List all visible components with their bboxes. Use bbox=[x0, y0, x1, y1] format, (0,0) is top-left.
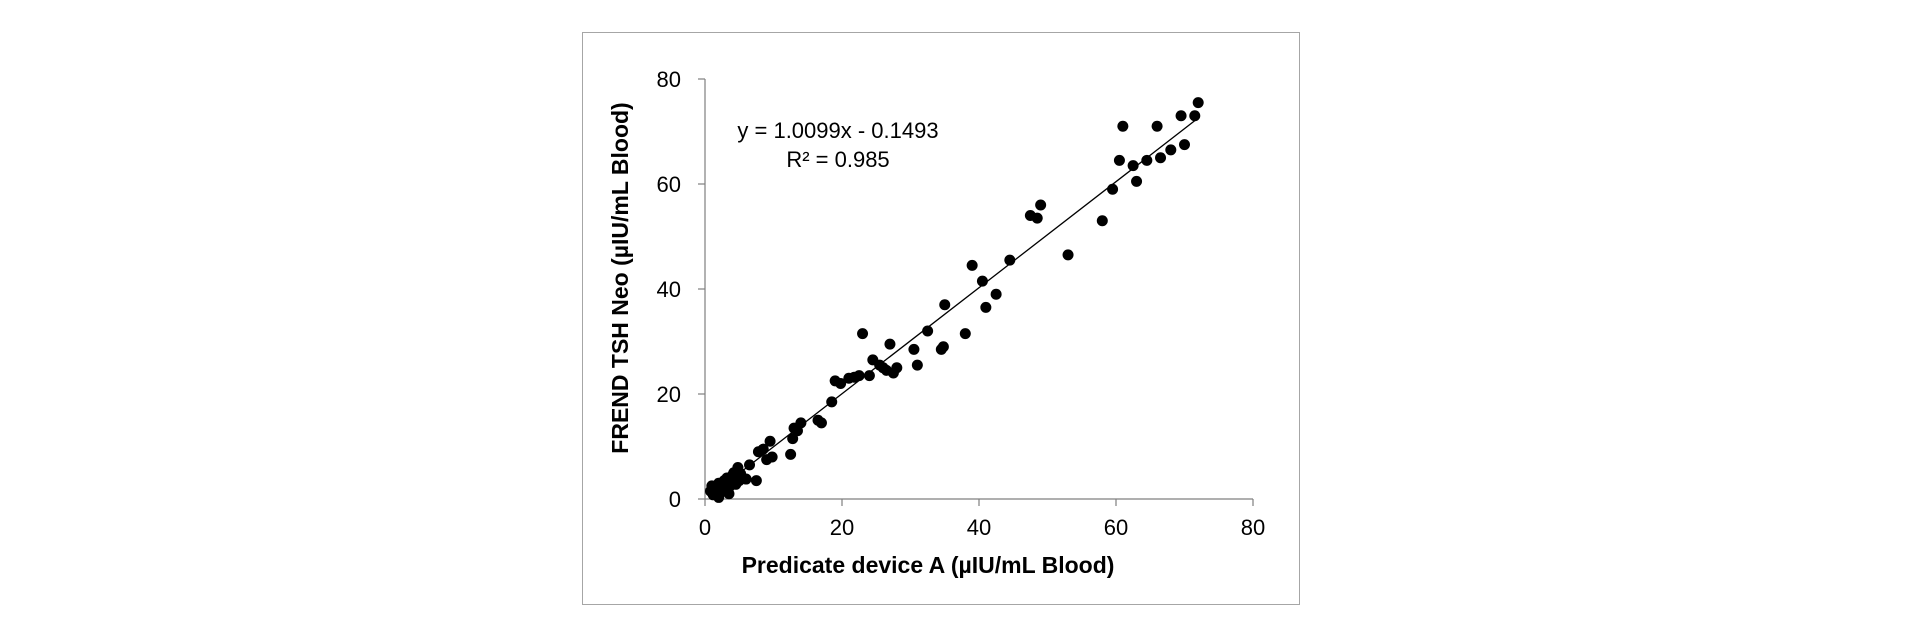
data-point bbox=[740, 473, 752, 485]
data-point bbox=[853, 370, 865, 382]
data-point bbox=[911, 359, 923, 371]
data-point bbox=[815, 417, 827, 429]
data-point bbox=[757, 443, 769, 455]
data-point bbox=[1127, 160, 1139, 172]
data-point bbox=[959, 328, 971, 340]
r-squared-label: R² = 0.985 bbox=[786, 147, 889, 172]
data-point bbox=[787, 433, 799, 445]
data-point bbox=[1141, 154, 1153, 166]
x-tick-label: 40 bbox=[967, 515, 991, 540]
data-point bbox=[826, 396, 838, 408]
trendline bbox=[708, 117, 1199, 498]
data-point bbox=[1131, 175, 1143, 187]
data-point bbox=[976, 275, 988, 287]
data-point bbox=[1031, 212, 1043, 224]
data-point bbox=[1189, 110, 1201, 122]
y-tick-label: 80 bbox=[657, 67, 681, 92]
data-point bbox=[908, 343, 920, 355]
data-point bbox=[795, 417, 807, 429]
data-point bbox=[990, 288, 1002, 300]
y-tick-label: 40 bbox=[657, 277, 681, 302]
chart-frame bbox=[582, 32, 1300, 605]
data-point bbox=[1062, 249, 1074, 261]
y-tick-label: 20 bbox=[657, 382, 681, 407]
x-tick-label: 20 bbox=[830, 515, 854, 540]
x-tick-label: 80 bbox=[1241, 515, 1265, 540]
data-point bbox=[744, 459, 756, 471]
data-point bbox=[966, 259, 978, 271]
data-point bbox=[1175, 110, 1187, 122]
data-point bbox=[937, 341, 949, 353]
data-point bbox=[1179, 139, 1190, 151]
data-point bbox=[857, 328, 869, 340]
data-point bbox=[891, 362, 903, 374]
x-tick-label: 0 bbox=[699, 515, 711, 540]
x-axis-title: Predicate device A (µIU/mL Blood) bbox=[742, 552, 1115, 578]
data-point bbox=[1035, 199, 1047, 211]
data-point bbox=[1192, 97, 1204, 109]
data-point bbox=[835, 378, 847, 389]
data-point bbox=[1107, 183, 1119, 195]
data-point bbox=[922, 325, 934, 337]
trendline-equation: y = 1.0099x - 0.1493 bbox=[737, 118, 938, 143]
data-point bbox=[1113, 154, 1125, 166]
data-point bbox=[1155, 152, 1167, 164]
y-tick-label: 0 bbox=[669, 487, 681, 512]
data-point bbox=[1096, 215, 1108, 227]
data-point bbox=[764, 435, 776, 447]
data-point bbox=[980, 301, 992, 313]
data-point bbox=[884, 338, 896, 350]
data-point bbox=[1117, 120, 1129, 132]
data-point bbox=[1165, 144, 1177, 156]
data-point bbox=[766, 451, 778, 463]
data-point bbox=[1151, 120, 1163, 132]
data-point bbox=[939, 299, 951, 311]
data-point bbox=[863, 370, 875, 382]
y-tick-label: 60 bbox=[657, 172, 681, 197]
data-point bbox=[785, 448, 797, 460]
data-point bbox=[750, 475, 762, 487]
x-tick-label: 60 bbox=[1104, 515, 1128, 540]
data-point bbox=[723, 488, 735, 500]
y-axis-title: FREND TSH Neo (µIU/mL Blood) bbox=[607, 102, 633, 453]
data-point bbox=[1004, 254, 1016, 266]
